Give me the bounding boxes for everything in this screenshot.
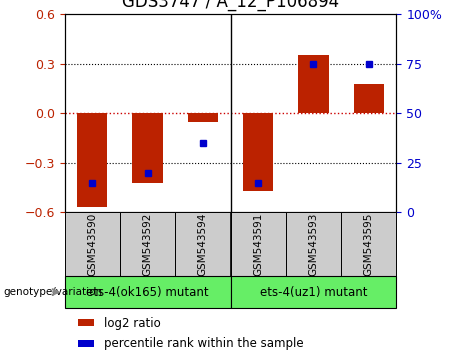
Text: GSM543594: GSM543594 [198,212,208,276]
Bar [230,212,286,276]
Text: GSM543592: GSM543592 [142,212,153,276]
Bar [65,212,120,276]
Bar [243,113,273,191]
Text: log2 ratio: log2 ratio [104,317,161,330]
Text: GSM543590: GSM543590 [87,213,97,276]
Bar [132,113,163,183]
Bar [65,276,230,308]
Text: genotype/variation: genotype/variation [3,287,102,297]
Text: percentile rank within the sample: percentile rank within the sample [104,337,304,350]
Bar [120,212,175,276]
Bar [286,212,341,276]
Bar [175,212,230,276]
Title: GDS3747 / A_12_P106894: GDS3747 / A_12_P106894 [122,0,339,11]
Bar [298,56,329,113]
Text: GSM543593: GSM543593 [308,212,319,276]
Bar [77,113,107,207]
Bar [341,212,396,276]
Text: GSM543595: GSM543595 [364,212,374,276]
Bar [78,340,95,347]
Text: ets-4(uz1) mutant: ets-4(uz1) mutant [260,286,367,298]
Bar [78,319,95,326]
Text: GSM543591: GSM543591 [253,212,263,276]
Bar [188,113,218,121]
Text: ets-4(ok165) mutant: ets-4(ok165) mutant [86,286,209,298]
Bar [354,84,384,113]
Bar [230,276,396,308]
